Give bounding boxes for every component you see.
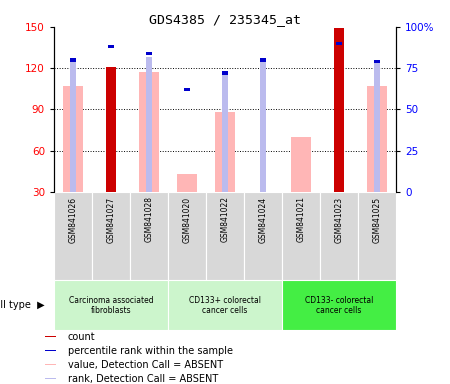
Bar	[168, 192, 206, 280]
Bar	[176, 174, 198, 192]
Bar	[215, 112, 235, 192]
Bar	[168, 280, 282, 330]
Bar	[374, 60, 380, 63]
Text: GSM841026: GSM841026	[68, 197, 77, 243]
Text: GSM841024: GSM841024	[258, 197, 267, 243]
Bar	[92, 192, 130, 280]
Text: percentile rank within the sample: percentile rank within the sample	[68, 346, 233, 356]
Bar	[320, 192, 358, 280]
Bar	[45, 350, 56, 351]
Text: value, Detection Call = ABSENT: value, Detection Call = ABSENT	[68, 360, 223, 370]
Bar	[108, 45, 114, 48]
Bar	[45, 378, 56, 379]
Bar	[282, 280, 396, 330]
Bar	[206, 192, 244, 280]
Title: GDS4385 / 235345_at: GDS4385 / 235345_at	[149, 13, 301, 26]
Bar	[146, 56, 153, 192]
Bar	[358, 192, 396, 280]
Bar	[260, 61, 266, 192]
Bar	[260, 58, 266, 61]
Bar	[146, 51, 153, 55]
Bar	[63, 86, 83, 192]
Text: rank, Detection Call = ABSENT: rank, Detection Call = ABSENT	[68, 374, 218, 384]
Text: GSM841021: GSM841021	[297, 197, 306, 242]
Bar	[45, 336, 56, 338]
Bar	[54, 192, 92, 280]
Text: GSM841023: GSM841023	[334, 197, 343, 243]
Bar	[282, 192, 320, 280]
Text: cell type  ▶: cell type ▶	[0, 300, 45, 310]
Bar	[70, 58, 76, 61]
Text: CD133+ colorectal
cancer cells: CD133+ colorectal cancer cells	[189, 296, 261, 315]
Bar	[221, 71, 229, 192]
Text: GSM841027: GSM841027	[107, 197, 116, 243]
Text: count: count	[68, 332, 95, 342]
Bar	[221, 71, 229, 75]
Bar	[130, 192, 168, 280]
Text: GSM841022: GSM841022	[220, 197, 230, 242]
Bar	[291, 137, 311, 192]
Bar	[374, 61, 380, 192]
Text: GSM841020: GSM841020	[183, 197, 192, 243]
Bar	[367, 86, 387, 192]
Bar	[336, 42, 342, 45]
Bar	[54, 280, 168, 330]
Text: GSM841025: GSM841025	[373, 197, 382, 243]
Bar	[334, 28, 344, 192]
Text: CD133- colorectal
cancer cells: CD133- colorectal cancer cells	[305, 296, 373, 315]
Bar	[70, 61, 76, 192]
Bar	[45, 364, 56, 366]
Bar	[184, 88, 190, 91]
Bar	[139, 72, 159, 192]
Bar	[244, 192, 282, 280]
Text: Carcinoma associated
fibroblasts: Carcinoma associated fibroblasts	[69, 296, 153, 315]
Text: GSM841028: GSM841028	[144, 197, 153, 242]
Bar	[106, 67, 116, 192]
